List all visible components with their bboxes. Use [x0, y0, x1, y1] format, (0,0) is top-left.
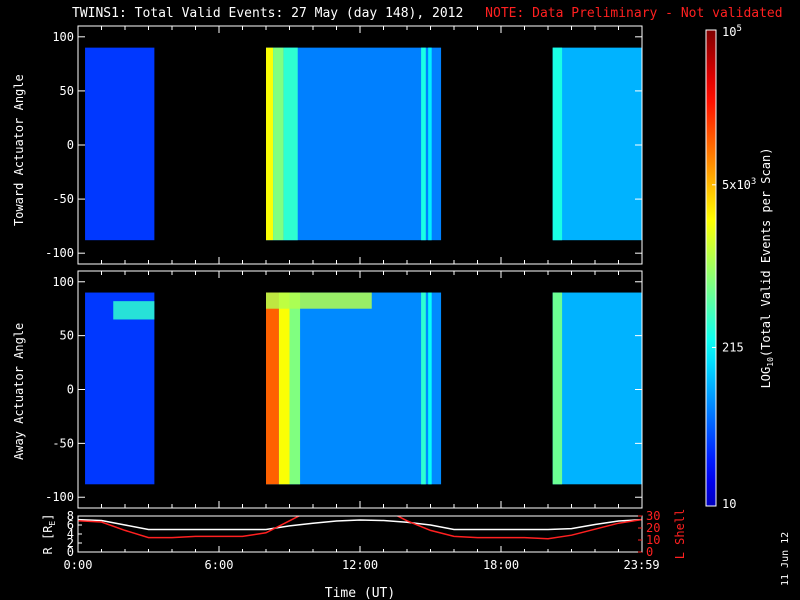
date-stamp: 11 Jun 12 — [780, 531, 791, 586]
preliminary-note: NOTE: Data Preliminary - Not validated — [485, 6, 783, 21]
orbit-ytick-right-label-0: 0 — [646, 545, 653, 559]
colorbar-label: LOG10(Total Valid Events per Scan) — [759, 148, 775, 389]
toward-data-stripe-1 — [273, 47, 284, 241]
toward-ytick-label-2: 0 — [67, 138, 74, 152]
orbit-ytick-left-label-0: 0 — [67, 545, 74, 559]
toward-data-block-0 — [85, 47, 155, 241]
orbit-ylabel-right: L Shell — [673, 509, 687, 560]
orbit-ylabel-left: R [RE] — [41, 514, 57, 555]
orbit-series-lshell — [78, 516, 642, 540]
orbit-xtick-label-4: 23:59 — [624, 558, 660, 572]
away-ytick-label-3: -50 — [52, 436, 74, 450]
orbit-ytick-right-label-2: 20 — [646, 521, 660, 535]
away-data-block-2 — [552, 292, 642, 485]
orbit-xtick-label-2: 12:00 — [342, 558, 378, 572]
orbit-ytick-right-label-1: 10 — [646, 533, 660, 547]
away-data-band-1 — [266, 292, 372, 309]
orbit-xtick-label-3: 18:00 — [483, 558, 519, 572]
orbit-series-r — [78, 518, 642, 531]
away-ylabel: Away Actuator Angle — [12, 322, 26, 460]
toward-data-stripe-5 — [552, 47, 563, 241]
toward-data-stripe-4 — [428, 47, 432, 241]
away-data-stripe-1 — [278, 292, 290, 485]
toward-ytick-label-4: -100 — [45, 246, 74, 260]
away-data-stripe-5 — [552, 292, 563, 485]
title-text: TWINS1: Total Valid Events: 27 May (day … — [72, 6, 464, 21]
toward-data-block-2 — [552, 47, 642, 241]
toward-data-stripe-3 — [421, 47, 426, 241]
orbit-xlabel: Time (UT) — [325, 586, 395, 600]
away-data-stripe-2 — [289, 292, 301, 485]
orbit-ytick-left-label-1: 2 — [67, 536, 74, 550]
away-ytick-label-0: 100 — [52, 275, 74, 289]
colorbar-tick-label-2: 215 — [722, 340, 744, 354]
orbit-ytick-left-label-4: 8 — [67, 509, 74, 523]
toward-ytick-label-1: 50 — [60, 84, 74, 98]
toward-data-stripe-2 — [283, 47, 298, 241]
toward-data-stripe-0 — [266, 47, 274, 241]
orbit-ytick-left-label-2: 4 — [67, 527, 74, 541]
away-data-band-0 — [113, 301, 155, 320]
colorbar — [705, 29, 717, 507]
away-ytick-label-1: 50 — [60, 329, 74, 343]
away-data-stripe-3 — [421, 292, 426, 485]
toward-ytick-label-0: 100 — [52, 30, 74, 44]
colorbar-tick-label-3: 10 — [722, 497, 736, 511]
colorbar-tick-label-0: 105 — [722, 24, 742, 39]
orbit-ytick-right-label-3: 30 — [646, 509, 660, 523]
orbit-xtick-label-1: 6:00 — [205, 558, 234, 572]
toward-ytick-label-3: -50 — [52, 192, 74, 206]
figure-title: TWINS1: Total Valid Events: 27 May (day … — [72, 6, 783, 21]
orbit-xtick-label-0: 0:00 — [64, 558, 93, 572]
away-ytick-label-4: -100 — [45, 490, 74, 504]
away-data-stripe-0 — [266, 292, 279, 485]
away-data-stripe-4 — [428, 292, 432, 485]
away-ytick-label-2: 0 — [67, 383, 74, 397]
away-data-block-0 — [85, 292, 155, 485]
colorbar-tick-label-1: 5x103 — [722, 177, 756, 192]
toward-ylabel: Toward Actuator Angle — [12, 74, 26, 226]
orbit-ytick-left-label-3: 6 — [67, 518, 74, 532]
